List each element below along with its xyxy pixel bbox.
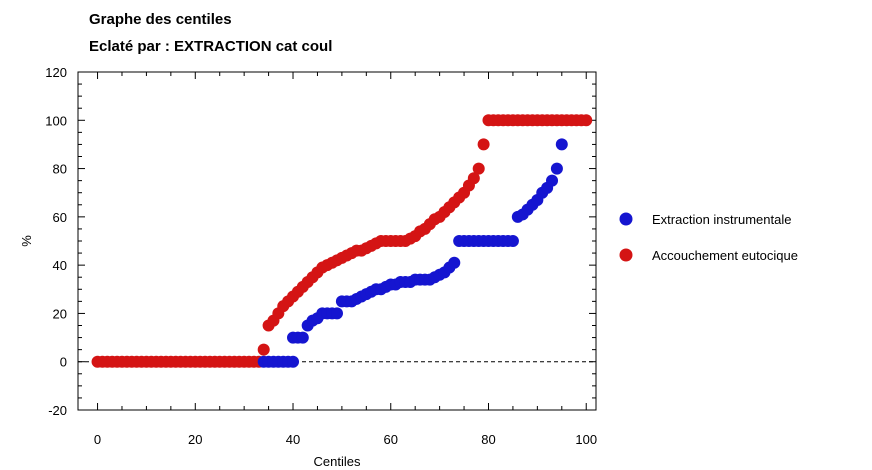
y-tick-label: 100 bbox=[45, 113, 67, 128]
y-tick-labels: -20 0 20 40 60 80 100 120 bbox=[45, 65, 67, 418]
legend-marker-extraction bbox=[619, 212, 633, 226]
series-1 bbox=[91, 114, 593, 368]
y-axis-label: % bbox=[19, 235, 34, 247]
data-point bbox=[331, 307, 343, 320]
legend-marker-eutocique bbox=[619, 248, 633, 262]
data-point bbox=[472, 162, 485, 175]
x-axis-label: Centiles bbox=[314, 454, 361, 469]
data-point bbox=[296, 331, 309, 344]
y-tick-label: 40 bbox=[53, 258, 67, 273]
data-point bbox=[546, 174, 559, 187]
y-tick-label: 0 bbox=[60, 355, 67, 370]
data-point bbox=[555, 138, 568, 151]
series-0 bbox=[257, 138, 568, 368]
chart-title: Graphe des centiles bbox=[89, 11, 232, 28]
x-tick-label: 0 bbox=[94, 432, 101, 447]
x-tick-label: 100 bbox=[575, 432, 597, 447]
y-tick-label: -20 bbox=[48, 403, 67, 418]
legend: Extraction instrumentale Accouchement eu… bbox=[619, 212, 798, 263]
y-tick-label: 60 bbox=[53, 210, 67, 225]
data-point bbox=[580, 114, 593, 127]
data-point bbox=[477, 138, 490, 151]
x-tick-label: 40 bbox=[286, 432, 300, 447]
y-tick-label: 80 bbox=[53, 162, 67, 177]
x-tick-label: 80 bbox=[481, 432, 495, 447]
data-point bbox=[550, 162, 563, 175]
data-point bbox=[467, 172, 480, 185]
y-tick-label: 20 bbox=[53, 306, 67, 321]
chart-subtitle: Eclaté par : EXTRACTION cat coul bbox=[89, 38, 332, 55]
y-tick-label: 120 bbox=[45, 65, 67, 80]
x-tick-label: 20 bbox=[188, 432, 202, 447]
legend-label-eutocique: Accouchement eutocique bbox=[652, 248, 798, 263]
data-points bbox=[91, 114, 593, 368]
data-point bbox=[287, 355, 300, 368]
legend-label-extraction: Extraction instrumentale bbox=[652, 212, 791, 227]
x-tick-label: 60 bbox=[384, 432, 398, 447]
data-point bbox=[448, 256, 461, 269]
x-tick-labels: 0 20 40 60 80 100 bbox=[94, 432, 597, 447]
data-point bbox=[257, 343, 270, 356]
data-point bbox=[506, 235, 519, 247]
axis-ticks bbox=[78, 71, 596, 411]
